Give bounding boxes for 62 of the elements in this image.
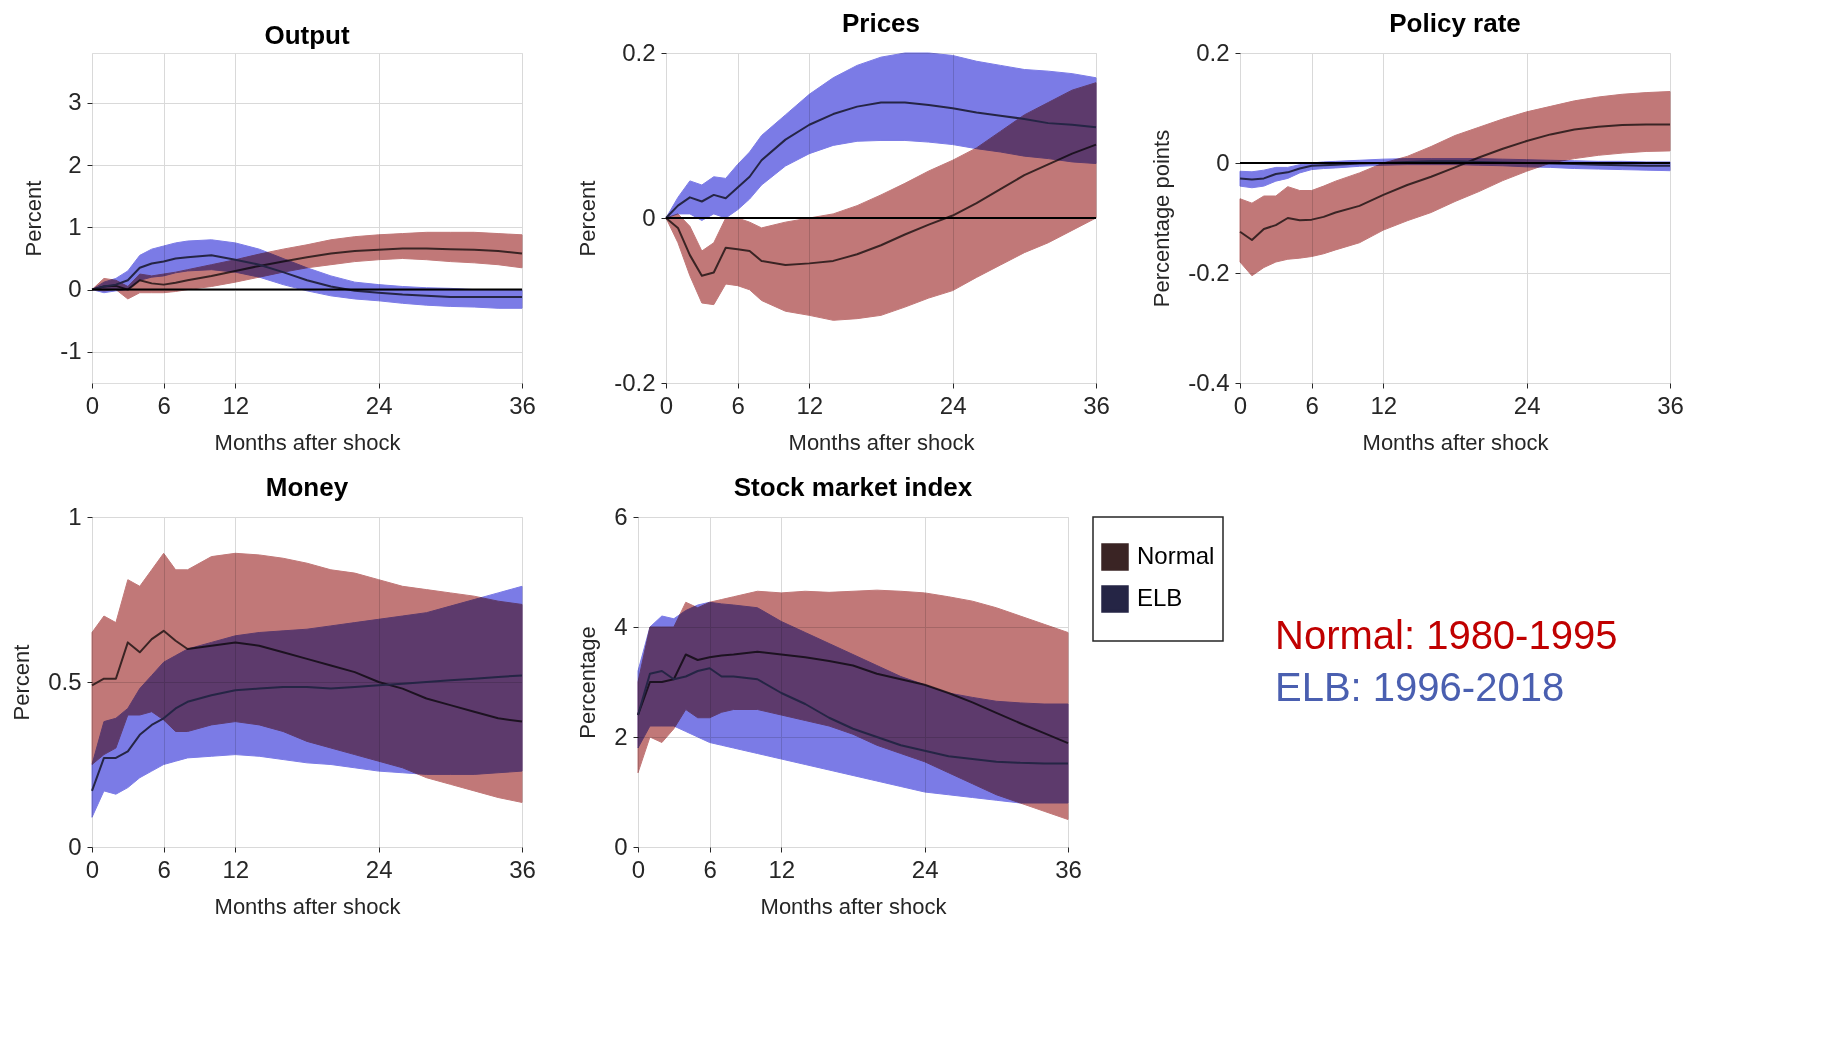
text: ELB: 1996-2018: [1275, 665, 1565, 709]
y-tick-label: 4: [614, 612, 628, 640]
y-tick-label: 2: [614, 722, 628, 750]
x-tick-label: 0: [85, 391, 100, 419]
x-tick-label: 0: [85, 855, 100, 883]
y-tick-label: 0: [68, 832, 82, 860]
chart-title: Stock market index: [733, 472, 973, 502]
x-tick-label: 6: [157, 855, 171, 883]
chart-title: Prices: [841, 8, 921, 38]
x-axis-title: Months after shock: [788, 429, 976, 455]
x-tick-label: 12: [222, 855, 250, 883]
x-tick-label: 36: [1055, 855, 1082, 883]
x-tick-label: 6: [157, 391, 171, 419]
y-tick-label: 2: [68, 150, 82, 178]
x-tick-label: 6: [731, 391, 745, 419]
x-tick-label: 12: [796, 391, 824, 419]
chart-title: Money: [265, 472, 349, 502]
y-tick-label: -0.2: [614, 368, 656, 396]
x-tick-label: 24: [365, 855, 393, 883]
x-axis-title: Months after shock: [214, 893, 402, 919]
y-axis-title: Percent: [575, 180, 601, 257]
y-axis-title: Percentage: [575, 626, 601, 739]
text: Normal: 1980-1995: [1275, 613, 1618, 657]
y-tick-label: 0.2: [622, 38, 656, 66]
x-tick-label: 6: [1305, 391, 1319, 419]
y-axis-title: Percentage points: [1149, 129, 1175, 308]
x-axis-title: Months after shock: [1362, 429, 1550, 455]
x-tick-label: 12: [222, 391, 250, 419]
x-tick-label: 36: [1083, 391, 1110, 419]
y-tick-label: 3: [68, 88, 82, 116]
x-tick-label: 24: [365, 391, 393, 419]
y-tick-label: 0.5: [48, 667, 82, 695]
chart-title: Output: [264, 20, 350, 50]
x-tick-label: 12: [1370, 391, 1398, 419]
x-tick-label: 36: [1657, 391, 1684, 419]
x-tick-label: 24: [939, 391, 967, 419]
y-tick-label: 0: [68, 275, 82, 303]
x-axis-title: Months after shock: [214, 429, 402, 455]
y-tick-label: -0.2: [1188, 258, 1230, 286]
y-tick-label: -1: [60, 337, 82, 365]
chart-title: Policy rate: [1389, 8, 1521, 38]
x-tick-label: 36: [509, 855, 536, 883]
y-tick-label: 0: [1216, 148, 1230, 176]
y-axis-title: Percent: [21, 180, 47, 257]
x-tick-label: 24: [1513, 391, 1541, 419]
y-tick-label: 0.2: [1196, 38, 1230, 66]
x-tick-label: 24: [911, 855, 939, 883]
x-axis-title: Months after shock: [760, 893, 948, 919]
x-tick-label: 0: [659, 391, 674, 419]
x-tick-label: 12: [768, 855, 796, 883]
x-tick-label: 36: [509, 391, 536, 419]
y-tick-label: 0: [614, 832, 628, 860]
y-axis-title: Percent: [9, 644, 35, 721]
legend-label: Normal: [1137, 542, 1215, 569]
y-tick-label: -0.4: [1188, 368, 1230, 396]
legend-label: ELB: [1137, 584, 1183, 611]
y-tick-label: 6: [614, 502, 628, 530]
x-tick-label: 0: [1233, 391, 1248, 419]
x-tick-label: 6: [703, 855, 717, 883]
y-tick-label: 0: [642, 203, 656, 231]
y-tick-label: 1: [68, 212, 82, 240]
y-tick-label: 1: [68, 502, 82, 530]
